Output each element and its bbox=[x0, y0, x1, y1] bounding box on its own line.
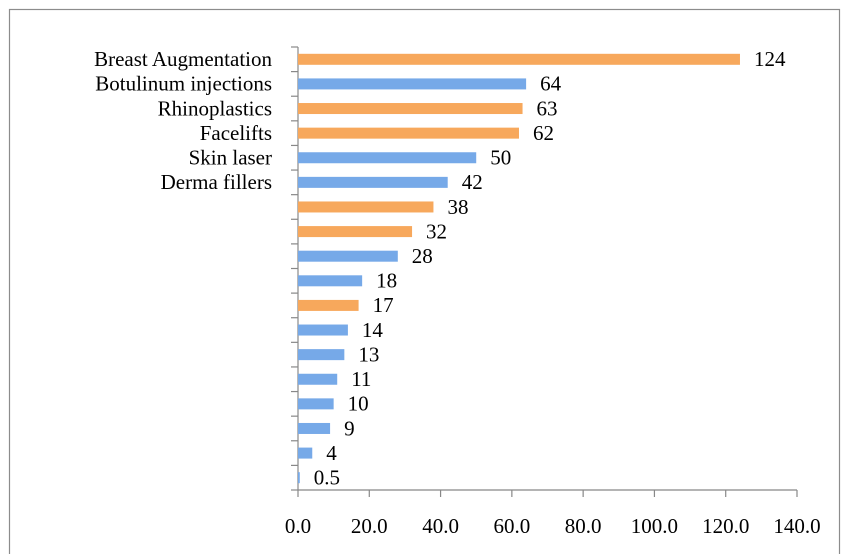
bar bbox=[298, 53, 740, 65]
y-tick-label: Breast Augmentation bbox=[94, 47, 272, 71]
y-tick-label: Derma fillers bbox=[161, 170, 272, 194]
bar bbox=[298, 349, 345, 361]
bar bbox=[298, 324, 348, 336]
x-tick-label: 100.0 bbox=[631, 514, 678, 538]
bar bbox=[298, 152, 477, 164]
x-tick-label: 80.0 bbox=[565, 514, 602, 538]
bar bbox=[298, 422, 331, 434]
value-label: 63 bbox=[537, 96, 558, 120]
y-tick-label: Facelifts bbox=[200, 121, 272, 145]
value-label: 50 bbox=[490, 146, 511, 170]
chart-frame bbox=[8, 8, 841, 554]
y-tick-label: Skin laser bbox=[189, 146, 272, 170]
value-label: 17 bbox=[373, 293, 394, 317]
bar bbox=[298, 103, 523, 115]
x-tick-label: 60.0 bbox=[493, 514, 530, 538]
value-label: 4 bbox=[326, 441, 337, 465]
bar bbox=[298, 127, 519, 139]
value-label: 42 bbox=[462, 170, 483, 194]
value-label: 124 bbox=[754, 47, 786, 71]
x-tick-label: 120.0 bbox=[702, 514, 749, 538]
x-tick-label: 0.0 bbox=[285, 514, 311, 538]
bar bbox=[298, 299, 359, 311]
value-label: 0.5 bbox=[314, 466, 340, 490]
value-label: 38 bbox=[447, 195, 468, 219]
bar bbox=[298, 472, 300, 484]
bar bbox=[298, 250, 398, 262]
bar bbox=[298, 373, 338, 385]
bar bbox=[298, 275, 363, 287]
bar bbox=[298, 201, 434, 213]
value-label: 18 bbox=[376, 269, 397, 293]
y-tick-label: Botulinum injections bbox=[95, 72, 272, 96]
bar bbox=[298, 447, 313, 459]
value-label: 13 bbox=[358, 342, 379, 366]
value-label: 64 bbox=[540, 72, 562, 96]
bar bbox=[298, 398, 334, 410]
bar bbox=[298, 226, 413, 238]
value-label: 11 bbox=[351, 367, 371, 391]
x-tick-label: 40.0 bbox=[422, 514, 459, 538]
value-label: 32 bbox=[426, 219, 447, 243]
bar bbox=[298, 78, 527, 90]
value-label: 9 bbox=[344, 416, 355, 440]
value-label: 62 bbox=[533, 121, 554, 145]
value-label: 10 bbox=[348, 392, 369, 416]
x-tick-label: 140.0 bbox=[773, 514, 820, 538]
bar bbox=[298, 176, 448, 188]
value-label: 14 bbox=[362, 318, 384, 342]
x-tick-label: 20.0 bbox=[351, 514, 388, 538]
value-label: 28 bbox=[412, 244, 433, 268]
y-tick-label: Rhinoplastics bbox=[158, 96, 272, 120]
